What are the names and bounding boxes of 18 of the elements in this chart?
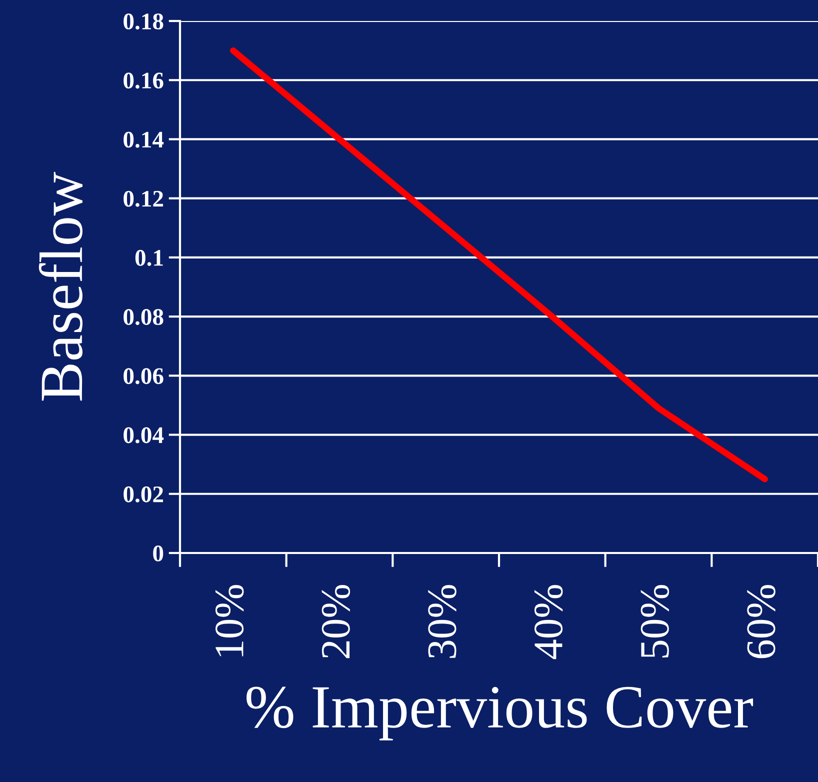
y-tick-label: 0.04 [124, 427, 164, 444]
x-tick-label: 60% [747, 584, 776, 658]
y-tick-label: 0.14 [124, 132, 164, 148]
y-tick-label: 0.18 [124, 13, 164, 30]
y-tick-label: 0 [153, 545, 164, 562]
y-tick-label: 0.12 [124, 190, 164, 207]
x-axis-title: % Impervious Cover [246, 686, 754, 740]
y-tick-label: 0.06 [124, 368, 164, 384]
x-tick-label: 20% [322, 584, 350, 658]
x-tick-label: 40% [534, 584, 563, 660]
x-tick-label: 10% [215, 584, 244, 656]
x-tick-label: 50% [640, 584, 670, 658]
y-tick-label: 0.16 [124, 72, 164, 89]
y-axis-title: Baseflow [38, 172, 83, 401]
y-tick-label: 0.1 [135, 250, 163, 266]
y-tick-label: 0.08 [124, 309, 164, 326]
y-tick-label: 0.02 [124, 486, 164, 502]
x-tick-label: 30% [428, 584, 456, 658]
